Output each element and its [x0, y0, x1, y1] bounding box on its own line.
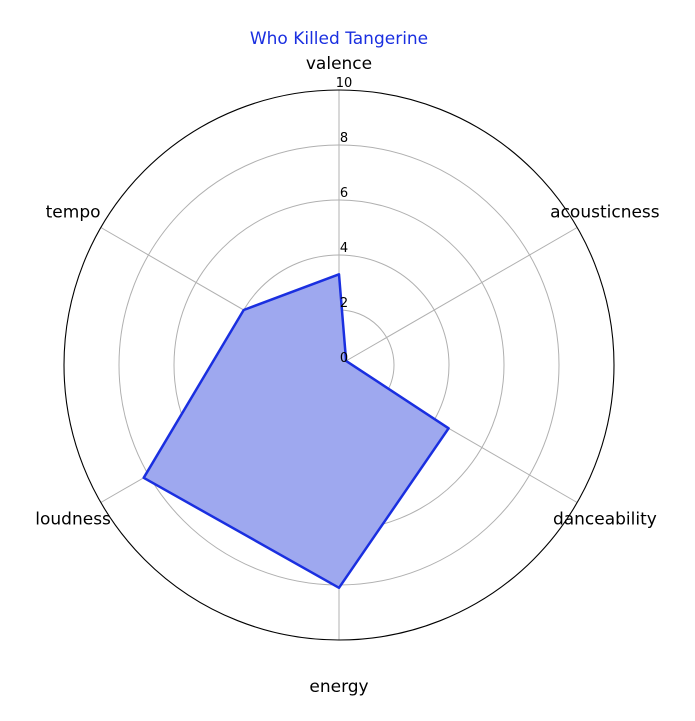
r-tick-label: 2: [340, 296, 348, 311]
axis-label-tempo: tempo: [46, 203, 101, 223]
axis-label-valence: valence: [306, 54, 372, 74]
axis-label-danceability: danceability: [553, 510, 657, 530]
chart-title: Who Killed Tangerine: [250, 29, 428, 49]
axis-label-loudness: loudness: [35, 510, 111, 530]
axis-labels: valence acousticness danceability energy lou…: [35, 54, 660, 697]
axis-spoke: [338, 227, 578, 366]
r-tick-label: 0: [340, 351, 348, 366]
axis-label-acousticness: acousticness: [550, 203, 660, 223]
radial-tick-labels: 0 2 4 6 8 10: [336, 76, 353, 366]
r-tick-label: 4: [340, 241, 348, 256]
axis-label-energy: energy: [309, 677, 368, 697]
r-tick-label: 8: [340, 131, 348, 146]
r-tick-label: 10: [336, 76, 353, 91]
r-tick-label: 6: [340, 186, 348, 201]
outer-ring: [63, 89, 615, 641]
series-layer: [142, 273, 450, 590]
series-polygon: [142, 273, 450, 590]
